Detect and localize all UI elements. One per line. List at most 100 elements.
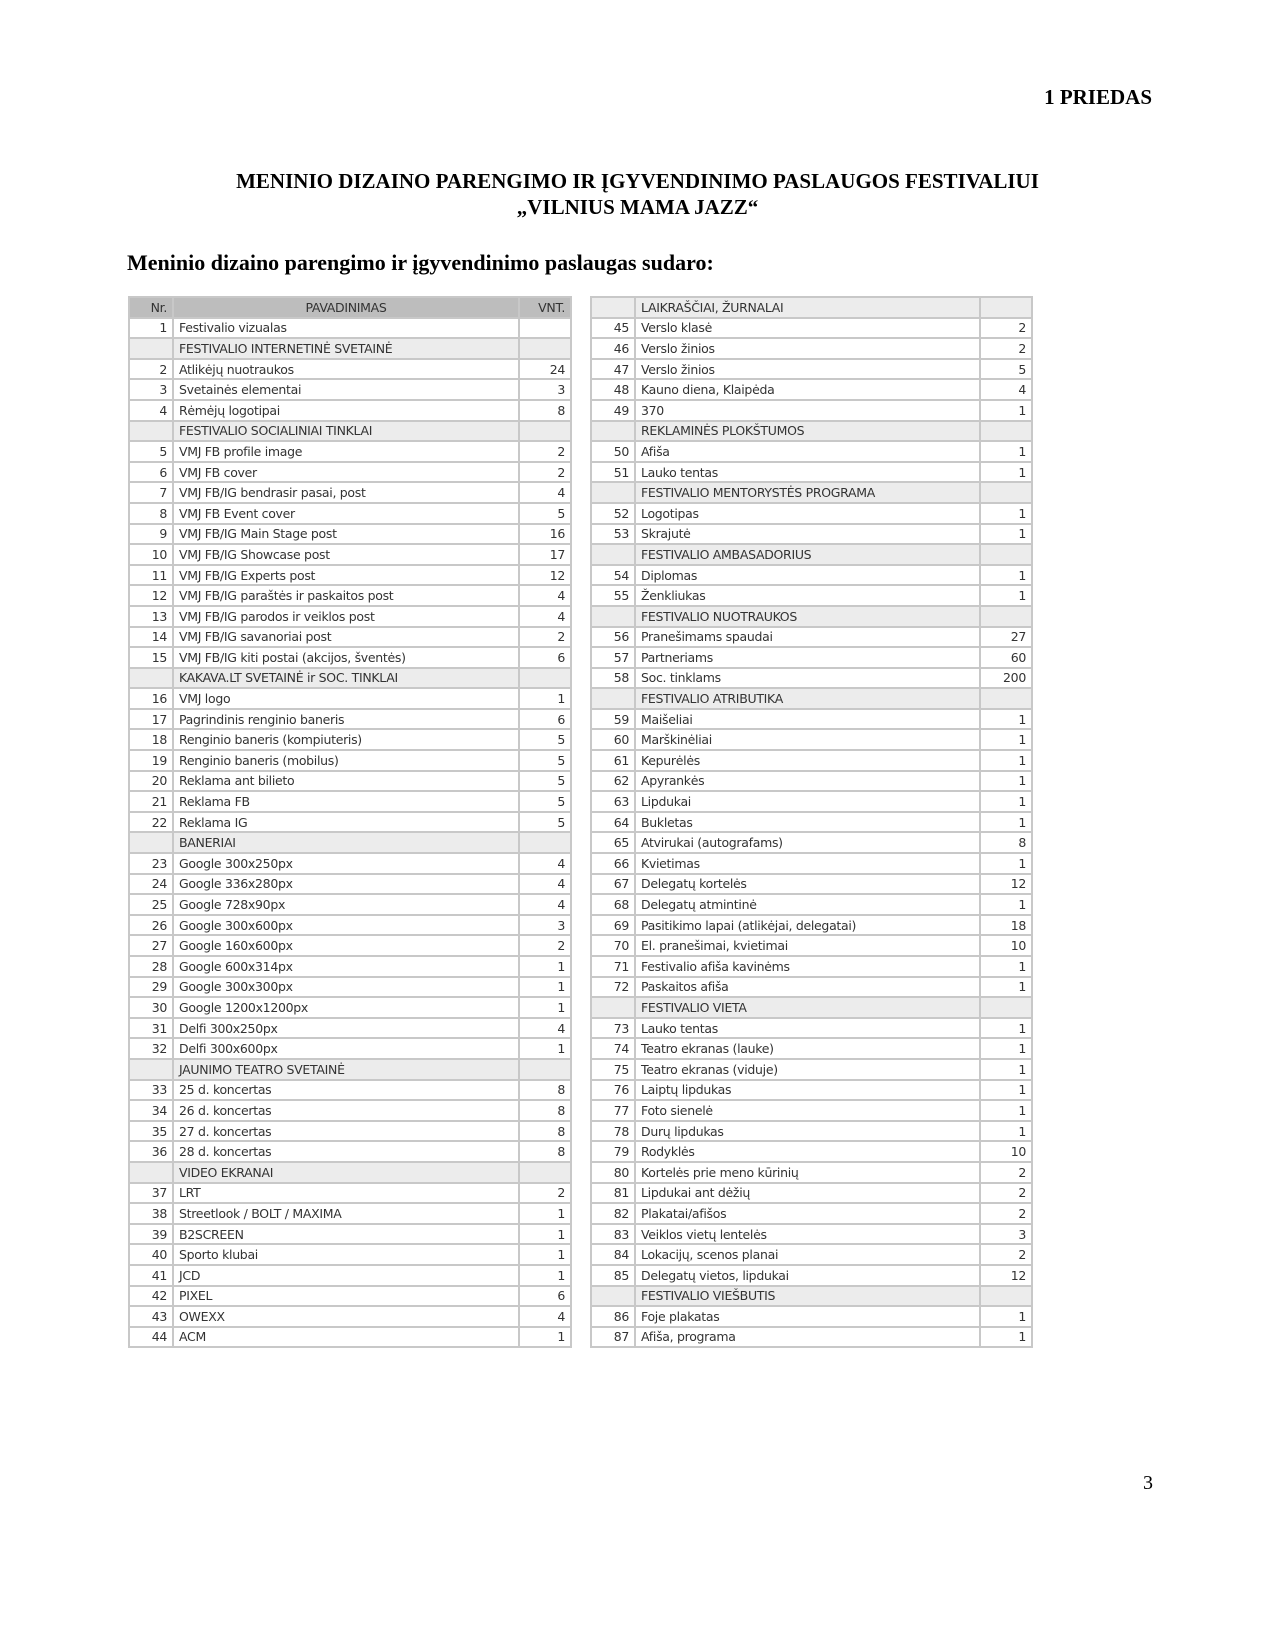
table-row: 8 VMJ FB Event cover 5	[128, 501, 572, 525]
table-row: 46 Verslo žinios 2	[590, 337, 1033, 360]
table-row: 69 Pasitikimo lapai (atlikėjai, delegatai…	[590, 913, 1033, 937]
cell-nr: 57	[590, 646, 636, 669]
table-section-row: LAIKRAŠČIAI, ŽURNALAI	[590, 296, 1033, 319]
table-row: 13 VMJ FB/IG parodos ir veiklos post 4	[128, 604, 572, 628]
cell-vnt	[518, 1057, 572, 1081]
cell-vnt: 1	[979, 728, 1033, 752]
cell-vnt: 1	[979, 955, 1033, 978]
table-row: 16 VMJ logo 1	[128, 687, 572, 710]
cell-nr: 26	[128, 913, 174, 937]
cell-nr: 87	[590, 1325, 636, 1349]
table-row: 54 Diplomas 1	[590, 563, 1033, 587]
cell-nr: 49	[590, 398, 636, 422]
cell-nr: 35	[128, 1119, 174, 1143]
table-row: 79 Rodyklės 10	[590, 1140, 1033, 1163]
table-row: 17 Pagrindinis renginio baneris 6	[128, 707, 572, 731]
cell-nr: 9	[128, 522, 174, 546]
cell-name: Afiša	[634, 440, 981, 463]
cell-nr	[128, 1160, 174, 1184]
cell-name: LRT	[172, 1181, 520, 1205]
cell-vnt: 12	[518, 563, 572, 587]
cell-vnt: 8	[518, 1078, 572, 1102]
table-row: 9 VMJ FB/IG Main Stage post 16	[128, 522, 572, 546]
cell-nr	[590, 1284, 636, 1308]
cell-vnt: 4	[518, 1016, 572, 1040]
cell-nr: 11	[128, 563, 174, 587]
cell-nr: 42	[128, 1284, 174, 1308]
table-row: 42 PIXEL 6	[128, 1284, 572, 1308]
cell-vnt	[518, 337, 572, 360]
cell-nr: 1	[128, 316, 174, 340]
cell-name: OWEXX	[172, 1305, 520, 1328]
cell-nr: 6	[128, 460, 174, 484]
table-row: 86 Foje plakatas 1	[590, 1305, 1033, 1328]
cell-nr: 76	[590, 1078, 636, 1102]
cell-name: Delegatų atmintinė	[634, 893, 981, 916]
cell-name: Soc. tinklams	[634, 666, 981, 690]
cell-name: Paskaitos afiša	[634, 975, 981, 999]
cell-name: Logotipas	[634, 501, 981, 525]
cell-name: VMJ FB/IG bendrasir pasai, post	[172, 481, 520, 504]
table-row: 50 Afiša 1	[590, 440, 1033, 463]
cell-name: FESTIVALIO VIETA	[634, 996, 981, 1019]
cell-nr: 64	[590, 810, 636, 834]
cell-nr: 40	[128, 1243, 174, 1266]
table-row: 11 VMJ FB/IG Experts post 12	[128, 563, 572, 587]
cell-nr: 41	[128, 1263, 174, 1287]
cell-name: Google 300x250px	[172, 852, 520, 875]
table-row: 63 Lipdukai 1	[590, 790, 1033, 813]
cell-vnt: 4	[518, 604, 572, 628]
table-row: 84 Lokacijų, scenos planai 2	[590, 1243, 1033, 1266]
cell-vnt: 8	[979, 831, 1033, 855]
cell-nr: 3	[128, 378, 174, 401]
table-section-row: FESTIVALIO VIETA	[590, 996, 1033, 1019]
cell-name: B2SCREEN	[172, 1222, 520, 1246]
cell-name: Lauko tentas	[634, 1016, 981, 1040]
cell-name: Lauko tentas	[634, 460, 981, 484]
cell-name: Diplomas	[634, 563, 981, 587]
cell-nr: 48	[590, 378, 636, 401]
cell-nr: 43	[128, 1305, 174, 1328]
table-row: 28 Google 600x314px 1	[128, 955, 572, 978]
cell-nr: 39	[128, 1222, 174, 1246]
table-row: 38 Streetlook / BOLT / MAXIMA 1	[128, 1202, 572, 1225]
cell-name: VMJ FB cover	[172, 460, 520, 484]
services-table-right: LAIKRAŠČIAI, ŽURNALAI 45 Verslo klasė 2 46 Ve…	[590, 296, 1033, 1349]
table-row: 41 JCD 1	[128, 1263, 572, 1287]
cell-name: Bukletas	[634, 810, 981, 834]
cell-name: KAKAVA.LT SVETAINĖ ir SOC. TINKLAI	[172, 666, 520, 690]
cell-nr	[128, 1057, 174, 1081]
cell-nr: 14	[128, 625, 174, 649]
cell-nr: 68	[590, 893, 636, 916]
cell-vnt	[518, 1160, 572, 1184]
table-section-row: REKLAMINĖS PLOKŠTUMOS	[590, 419, 1033, 443]
cell-nr: 73	[590, 1016, 636, 1040]
cell-name: Google 728x90px	[172, 893, 520, 916]
cell-name: Verslo klasė	[634, 316, 981, 340]
cell-name: Pasitikimo lapai (atlikėjai, delegatai)	[634, 913, 981, 937]
cell-vnt: 1	[979, 398, 1033, 422]
cell-vnt: 1	[979, 1037, 1033, 1060]
cell-nr: 53	[590, 522, 636, 546]
cell-name: Streetlook / BOLT / MAXIMA	[172, 1202, 520, 1225]
cell-vnt: 1	[979, 584, 1033, 607]
cell-nr: 83	[590, 1222, 636, 1246]
table-row: 22 Reklama IG 5	[128, 810, 572, 834]
cell-vnt: 1	[979, 1057, 1033, 1081]
cell-name: VMJ FB/IG paraštės ir paskaitos post	[172, 584, 520, 607]
table-row: 14 VMJ FB/IG savanoriai post 2	[128, 625, 572, 649]
cell-name: Pranešimams spaudai	[634, 625, 981, 649]
table-row: 37 LRT 2	[128, 1181, 572, 1205]
cell-vnt: 4	[518, 584, 572, 607]
cell-vnt: 5	[518, 810, 572, 834]
cell-vnt: 3	[979, 1222, 1033, 1246]
table-row: 60 Marškinėliai 1	[590, 728, 1033, 752]
table-row: 3 Svetainės elementai 3	[128, 378, 572, 401]
cell-nr: 5	[128, 440, 174, 463]
cell-vnt: 1	[979, 1305, 1033, 1328]
table-row: 76 Laiptų lipdukas 1	[590, 1078, 1033, 1102]
cell-name: Foto sienelė	[634, 1099, 981, 1122]
cell-name: Google 300x300px	[172, 975, 520, 999]
cell-name: PIXEL	[172, 1284, 520, 1308]
table-row: 73 Lauko tentas 1	[590, 1016, 1033, 1040]
